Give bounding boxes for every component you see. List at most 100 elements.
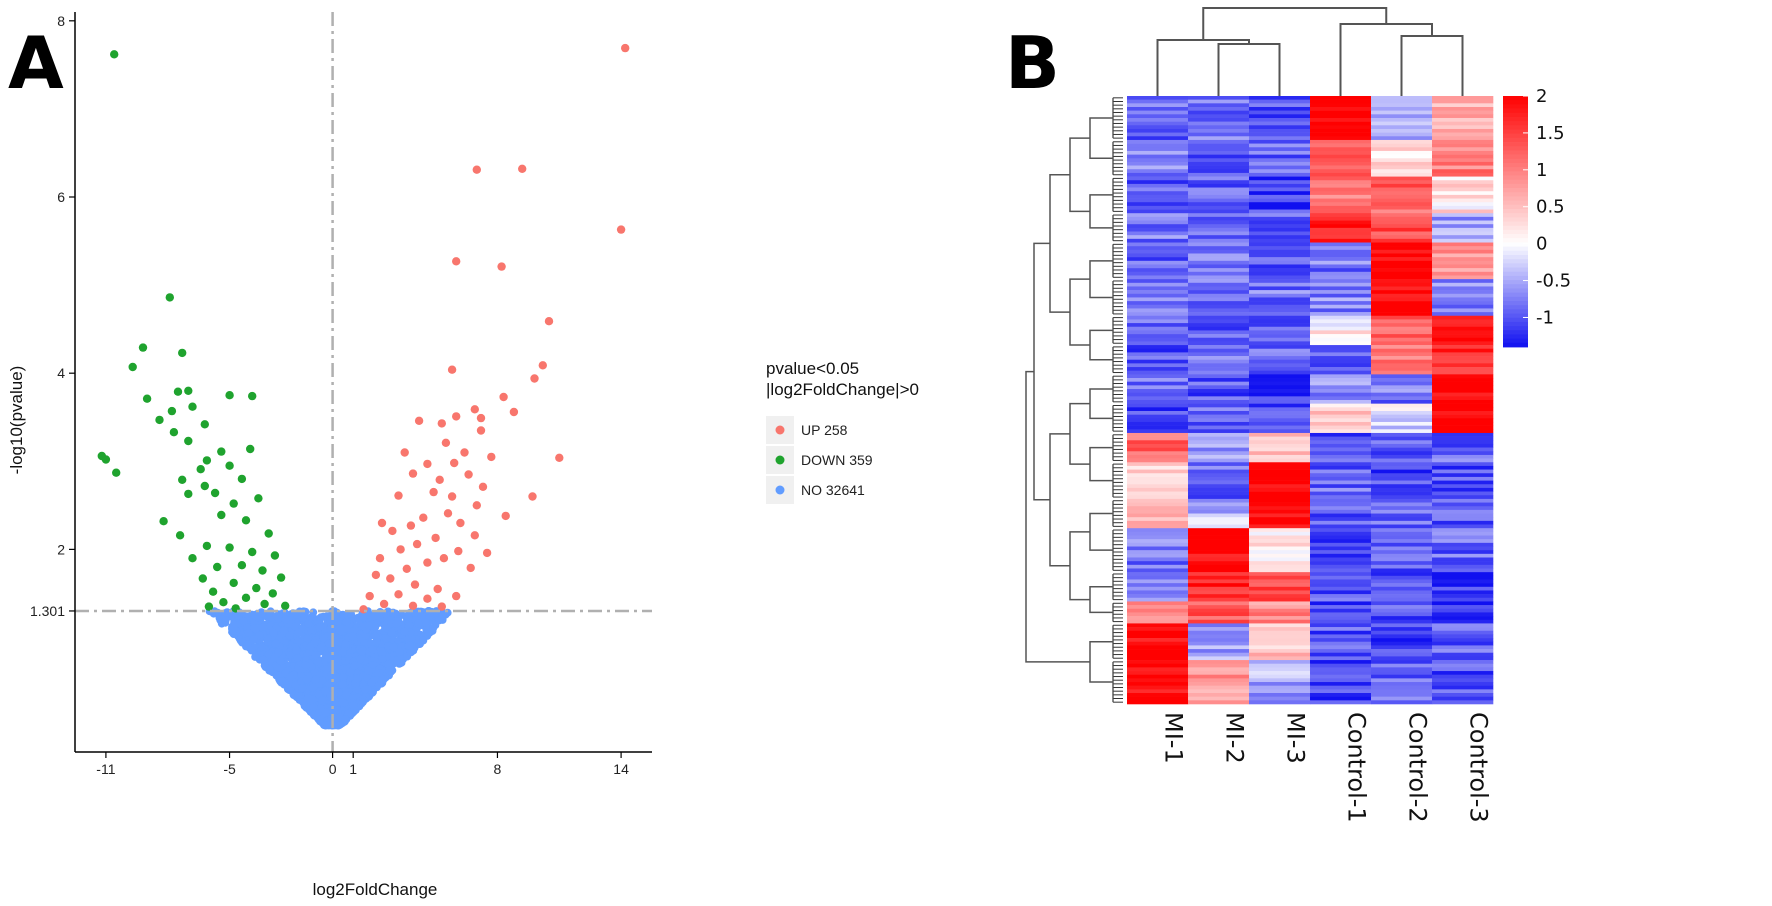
heatmap-cell: [1432, 652, 1494, 657]
colorbar-segment: [1503, 305, 1528, 310]
down-point: [254, 494, 263, 503]
heatmap-cell: [1188, 231, 1250, 236]
no-point: [341, 639, 350, 648]
heatmap-cell: [1371, 480, 1433, 485]
heatmap-cell: [1371, 652, 1433, 657]
heatmap-cell: [1371, 370, 1433, 375]
heatmap-cell: [1127, 337, 1189, 342]
no-point: [315, 715, 324, 724]
heatmap-cell: [1249, 623, 1311, 628]
heatmap-cell: [1127, 216, 1189, 221]
colorbar-segment: [1503, 334, 1528, 340]
heatmap-cell: [1127, 531, 1189, 536]
heatmap-cell: [1310, 652, 1372, 657]
heatmap-cell: [1310, 238, 1372, 243]
heatmap-cell: [1310, 535, 1372, 540]
heatmap-cell: [1127, 524, 1189, 529]
heatmap-cell: [1188, 623, 1250, 628]
heatmap-cell: [1188, 180, 1250, 185]
heatmap-cell: [1432, 290, 1494, 295]
colorbar-segment: [1503, 179, 1528, 185]
heatmap-cell: [1249, 235, 1311, 240]
heatmap-cell: [1249, 586, 1311, 591]
heatmap-cell: [1432, 297, 1494, 302]
heatmap-cell: [1249, 191, 1311, 196]
colorbar-segment: [1503, 309, 1528, 314]
no-point: [361, 631, 370, 640]
heatmap-cell: [1371, 638, 1433, 643]
up-point: [400, 448, 409, 457]
heatmap-cell: [1371, 594, 1433, 599]
heatmap-cell: [1249, 630, 1311, 635]
heatmap-cell: [1432, 389, 1494, 393]
up-point: [408, 469, 418, 478]
row-dendrogram-link: [1089, 329, 1113, 361]
heatmap-cell: [1127, 290, 1189, 295]
heatmap-cell: [1310, 117, 1372, 122]
heatmap-cell: [1188, 400, 1250, 404]
heatmap-cell: [1371, 418, 1433, 423]
heatmap-cell: [1127, 447, 1189, 452]
heatmap-cell: [1310, 374, 1372, 379]
row-dendrogram-link: [1069, 137, 1090, 213]
heatmap-cell: [1188, 498, 1250, 503]
heatmap-cell: [1432, 700, 1494, 705]
heatmap-cell: [1127, 410, 1189, 415]
heatmap-cell: [1127, 136, 1189, 141]
heatmap-cell: [1432, 279, 1494, 284]
heatmap-cell: [1188, 103, 1250, 108]
legend: pvalue<0.05 |log2FoldChange|>0 UP 258 DOW…: [766, 359, 919, 504]
heatmap-cell: [1371, 359, 1433, 364]
up-point: [499, 392, 508, 402]
heatmap-cell: [1188, 685, 1250, 690]
no-point: [290, 622, 299, 631]
heatmap-cell: [1432, 381, 1494, 386]
heatmap-cell: [1432, 337, 1494, 342]
no-point: [334, 721, 343, 730]
up-point: [396, 545, 405, 554]
row-dendrogram-link: [1089, 586, 1113, 614]
colorbar-segment: [1503, 254, 1528, 260]
heatmap-cell: [1310, 605, 1372, 610]
heatmap-cell: [1249, 400, 1311, 404]
heatmap-cell: [1188, 194, 1250, 199]
y-tick-label: 6: [57, 189, 65, 205]
no-significance-points: [205, 607, 452, 730]
heatmap-cell: [1371, 367, 1433, 371]
heatmap-cell: [1310, 297, 1372, 302]
heatmap-cell: [1432, 246, 1494, 251]
heatmap-cell: [1249, 491, 1311, 496]
heatmap-cell: [1371, 568, 1433, 573]
heatmap-cell: [1432, 693, 1494, 697]
heatmap-cell: [1371, 96, 1433, 100]
heatmap-cell: [1127, 224, 1189, 229]
heatmap-cell: [1127, 308, 1189, 313]
heatmap-cell: [1127, 158, 1189, 163]
heatmap-cell: [1188, 608, 1250, 613]
heatmap-cell: [1188, 568, 1250, 573]
heatmap-cell: [1249, 495, 1311, 500]
up-point: [437, 602, 446, 611]
heatmap-cell: [1188, 282, 1250, 287]
heatmap-cell: [1127, 656, 1189, 661]
no-point: [361, 685, 370, 694]
heatmap-cell: [1188, 271, 1250, 276]
heatmap-cell: [1127, 249, 1189, 254]
heatmap-cell: [1432, 451, 1494, 456]
up-point: [410, 580, 420, 589]
heatmap-cell: [1127, 443, 1189, 448]
heatmap-cell: [1188, 202, 1250, 207]
heatmap-cell: [1432, 227, 1494, 232]
heatmap-cell: [1127, 301, 1189, 306]
heatmap-cell: [1127, 378, 1189, 382]
heatmap-cell: [1249, 260, 1311, 265]
heatmap-cell: [1188, 308, 1250, 313]
heatmap-cell: [1127, 363, 1189, 368]
heatmap-cell: [1249, 605, 1311, 610]
heatmap-cell: [1371, 601, 1433, 606]
heatmap-cell: [1310, 590, 1372, 595]
colorbar-segment: [1503, 146, 1528, 151]
heatmap-cell: [1188, 139, 1250, 144]
heatmap-cell: [1432, 429, 1494, 434]
heatmap-cell: [1249, 616, 1311, 621]
